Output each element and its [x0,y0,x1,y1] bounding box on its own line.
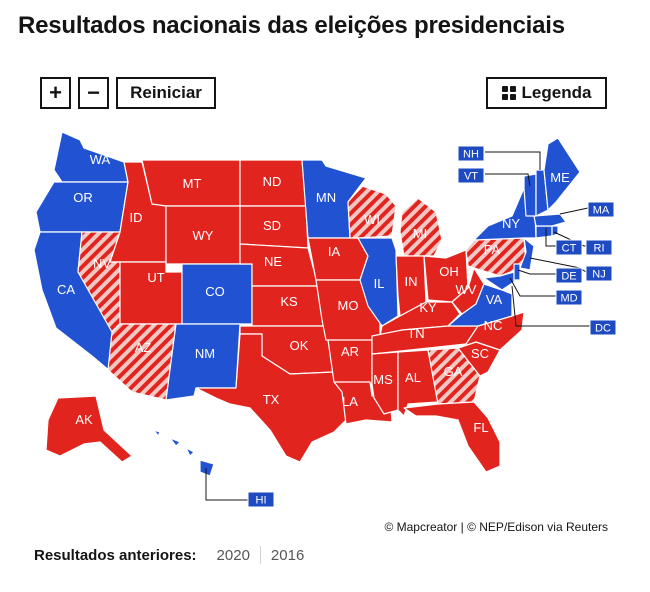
state-label-KS: KS [280,294,298,309]
state-label-MN: MN [316,190,336,205]
state-WI[interactable] [347,185,397,239]
state-label-ND: ND [263,174,282,189]
state-GA[interactable] [427,347,481,405]
state-label-PA: PA [484,242,501,257]
state-label-TN: TN [407,326,424,341]
state-label-OH: OH [439,264,459,279]
previous-results: Resultados anteriores: 2020 2016 [34,546,314,564]
state-label-WA: WA [90,152,111,167]
state-label-ME: ME [550,170,570,185]
page-title: Resultados nacionais das eleições presid… [18,12,565,39]
state-label-VA: VA [486,292,503,307]
state-TX[interactable] [195,333,347,463]
callout-label-MD: MD [560,293,577,305]
callout-label-MA: MA [593,205,610,217]
state-CT[interactable] [535,225,553,239]
state-MI[interactable] [399,197,443,257]
state-label-WY: WY [193,228,214,243]
callout-label-DC: DC [595,323,611,335]
state-label-IN: IN [405,274,418,289]
state-label-KY: KY [419,300,437,315]
year-2020-link[interactable]: 2020 [216,546,250,564]
state-label-TX: TX [263,392,280,407]
callout-DC[interactable]: DC [589,319,617,336]
state-label-CA: CA [57,282,75,297]
state-label-AL: AL [405,370,421,385]
state-label-AZ: AZ [135,340,152,355]
zoom-out-button[interactable]: − [78,77,109,109]
state-LA[interactable] [333,381,393,425]
state-label-IL: IL [374,276,385,291]
reset-button[interactable]: Reiniciar [116,77,216,109]
state-label-FL: FL [473,420,488,435]
callout-MD[interactable]: MD [555,289,583,306]
election-map[interactable]: WA OR CA NV ID MT WY UT AZ CO NM ND SD NE KS OK TX MN IA MO… [0,120,650,520]
state-label-AK: AK [75,412,93,427]
callout-label-HI: HI [256,495,267,507]
plus-icon: + [49,80,62,105]
callout-RI[interactable]: RI [585,239,613,256]
state-label-MS: MS [373,372,393,387]
state-label-OK: OK [290,338,309,353]
callout-DE[interactable]: DE [555,267,583,284]
divider [259,546,261,564]
state-label-WI: WI [364,212,380,227]
zoom-in-button[interactable]: + [40,77,71,109]
state-label-AR: AR [341,344,359,359]
state-FL[interactable] [403,401,501,473]
state-label-MT: MT [183,176,202,191]
state-label-NE: NE [264,254,282,269]
state-RI[interactable] [551,225,559,237]
callout-label-CT: CT [562,243,577,255]
state-NJ[interactable] [519,237,535,271]
callout-VT[interactable]: VT [457,167,485,184]
callout-MA[interactable]: MA [587,201,615,218]
callout-CT[interactable]: CT [555,239,583,256]
callout-label-VT: VT [464,171,478,183]
state-label-SC: SC [471,346,489,361]
state-AZ[interactable] [107,323,177,401]
state-VT[interactable] [523,173,537,217]
legend-button[interactable]: Legenda [486,77,607,109]
state-label-WV: WV [456,282,477,297]
map-attribution: © Mapcreator | © NEP/Edison via Reuters [384,520,608,534]
callout-label-NH: NH [463,149,479,161]
callout-HI[interactable]: HI [247,491,275,508]
state-label-CO: CO [205,284,225,299]
callout-NJ[interactable]: NJ [585,265,613,282]
state-MA[interactable] [533,213,567,227]
legend-label: Legenda [521,83,592,102]
state-label-SD: SD [263,218,281,233]
state-HI[interactable] [153,429,215,477]
minus-icon: − [87,80,100,105]
state-label-MO: MO [338,298,359,313]
state-label-IA: IA [328,244,341,259]
state-label-MI: MI [413,226,427,241]
state-label-OR: OR [73,190,93,205]
state-AK[interactable] [45,395,133,463]
grid-icon [501,86,516,100]
year-2016-link[interactable]: 2016 [270,546,305,564]
callout-label-DE: DE [561,271,576,283]
state-label-GA: GA [444,364,463,379]
callout-label-RI: RI [594,243,605,255]
state-ME[interactable] [543,137,581,211]
state-DE[interactable] [513,263,521,281]
state-label-UT: UT [147,270,164,285]
state-label-NV: NV [93,256,111,271]
state-label-NC: NC [484,318,503,333]
state-label-LA: LA [342,394,358,409]
state-label-NM: NM [195,346,215,361]
callout-label-NJ: NJ [592,269,605,281]
state-label-ID: ID [130,210,143,225]
state-label-NY: NY [502,216,520,231]
previous-results-label: Resultados anteriores: [34,546,197,564]
callout-NH[interactable]: NH [457,145,485,162]
